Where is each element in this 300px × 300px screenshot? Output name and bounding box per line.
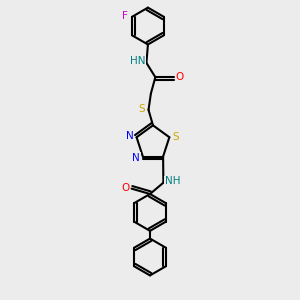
Text: O: O <box>121 183 129 193</box>
Text: HN: HN <box>130 56 145 66</box>
Text: NH: NH <box>164 176 180 186</box>
Text: O: O <box>176 72 184 82</box>
Text: N: N <box>132 153 140 163</box>
Text: S: S <box>172 132 179 142</box>
Text: S: S <box>139 104 145 114</box>
Text: N: N <box>126 131 134 141</box>
Text: F: F <box>122 11 128 21</box>
